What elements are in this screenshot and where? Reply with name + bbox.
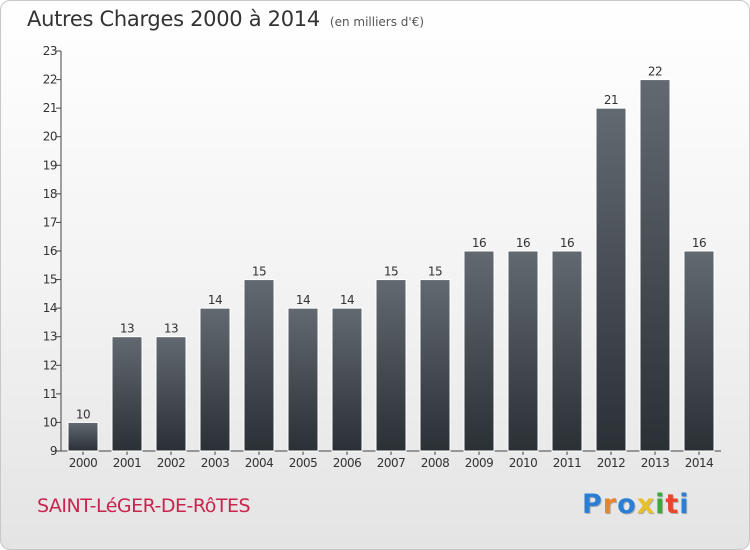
x-tick-label: 2006 (333, 456, 362, 470)
x-tick-label: 2002 (157, 456, 186, 470)
x-tick-label: 2000 (69, 456, 98, 470)
x-tick-label: 2011 (553, 456, 582, 470)
x-tick-label: 2004 (245, 456, 274, 470)
data-label: 15 (384, 265, 398, 279)
bar-2008 (419, 279, 451, 452)
bar-2012 (595, 107, 627, 452)
data-label: 22 (648, 65, 662, 79)
y-tick-label: 19 (43, 158, 57, 172)
data-label: 13 (164, 322, 178, 336)
y-tick-label: 17 (43, 215, 57, 229)
logo-letter: t (665, 489, 680, 520)
y-axis: 9 10 11 12 13 14 15 16 17 18 19 20 21 22 23 (43, 44, 62, 458)
data-label: 16 (560, 236, 574, 250)
x-tick-label: 2010 (509, 456, 538, 470)
x-tick-label: 2007 (377, 456, 406, 470)
data-label: 16 (472, 236, 486, 250)
logo-letter: x (636, 489, 656, 520)
bar-2014 (683, 250, 715, 452)
y-tick-label: 15 (43, 273, 57, 287)
bar-2007 (375, 279, 407, 452)
logo-letter: r (602, 489, 618, 520)
y-tick-label: 11 (43, 387, 57, 401)
y-tick-label: 22 (43, 73, 57, 87)
y-tick-label: 9 (50, 444, 57, 458)
y-tick-label: 13 (43, 330, 57, 344)
x-tick-label: 2003 (201, 456, 230, 470)
y-tick-label: 21 (43, 101, 57, 115)
x-tick-label: 2008 (421, 456, 450, 470)
bar-2003 (199, 307, 231, 452)
bar-2004 (243, 279, 275, 452)
logo-letter: i (655, 489, 666, 520)
x-tick-label: 2009 (465, 456, 494, 470)
y-tick-label: 23 (43, 44, 57, 58)
y-tick-label: 20 (43, 130, 57, 144)
x-tick-label: 2013 (641, 456, 670, 470)
data-label: 10 (76, 407, 90, 421)
x-tick-label: 2012 (597, 456, 626, 470)
data-label: 21 (604, 93, 618, 107)
logo-letter: i (679, 489, 690, 520)
x-tick-label: 2001 (113, 456, 142, 470)
bar-2000 (67, 421, 99, 452)
location-name: SAINT-LéGER-DE-RôTES (37, 495, 251, 517)
bar-2006 (331, 307, 363, 452)
data-label: 14 (340, 293, 354, 307)
data-label: 14 (296, 293, 310, 307)
chart-subtitle: (en milliers d'€) (329, 15, 425, 29)
data-label: 14 (208, 293, 222, 307)
bar-2011 (551, 250, 583, 452)
bar-2009 (463, 250, 495, 452)
title-text: Autres Charges 2000 à 2014 (27, 7, 320, 31)
data-label: 15 (428, 265, 442, 279)
y-tick-label: 18 (43, 187, 57, 201)
y-tick-label: 16 (43, 244, 57, 258)
bars: 10 13 13 14 15 14 14 15 15 16 16 16 21 22 16 (67, 65, 715, 452)
bar-2001 (111, 336, 143, 452)
bar-2005 (287, 307, 319, 452)
y-tick-label: 10 (43, 415, 57, 429)
y-tick-label: 12 (43, 358, 57, 372)
data-label: 16 (692, 236, 706, 250)
x-tick-label: 2014 (685, 456, 714, 470)
logo-letter: P (582, 489, 603, 520)
data-label: 15 (252, 265, 266, 279)
bar-2013 (639, 79, 671, 452)
data-label: 16 (516, 236, 530, 250)
chart-title: Autres Charges 2000 à 2014 (en milliers d… (27, 7, 424, 31)
bar-2002 (155, 336, 187, 452)
proxiti-logo: Proxiti (582, 489, 690, 520)
data-label: 13 (120, 322, 134, 336)
x-axis: 2000 2001 2002 2003 2004 2005 2006 2007 2008 2009… (61, 450, 721, 470)
x-tick-label: 2005 (289, 456, 318, 470)
bar-2010 (507, 250, 539, 452)
y-tick-label: 14 (43, 301, 57, 315)
logo-letter: o (617, 489, 637, 520)
